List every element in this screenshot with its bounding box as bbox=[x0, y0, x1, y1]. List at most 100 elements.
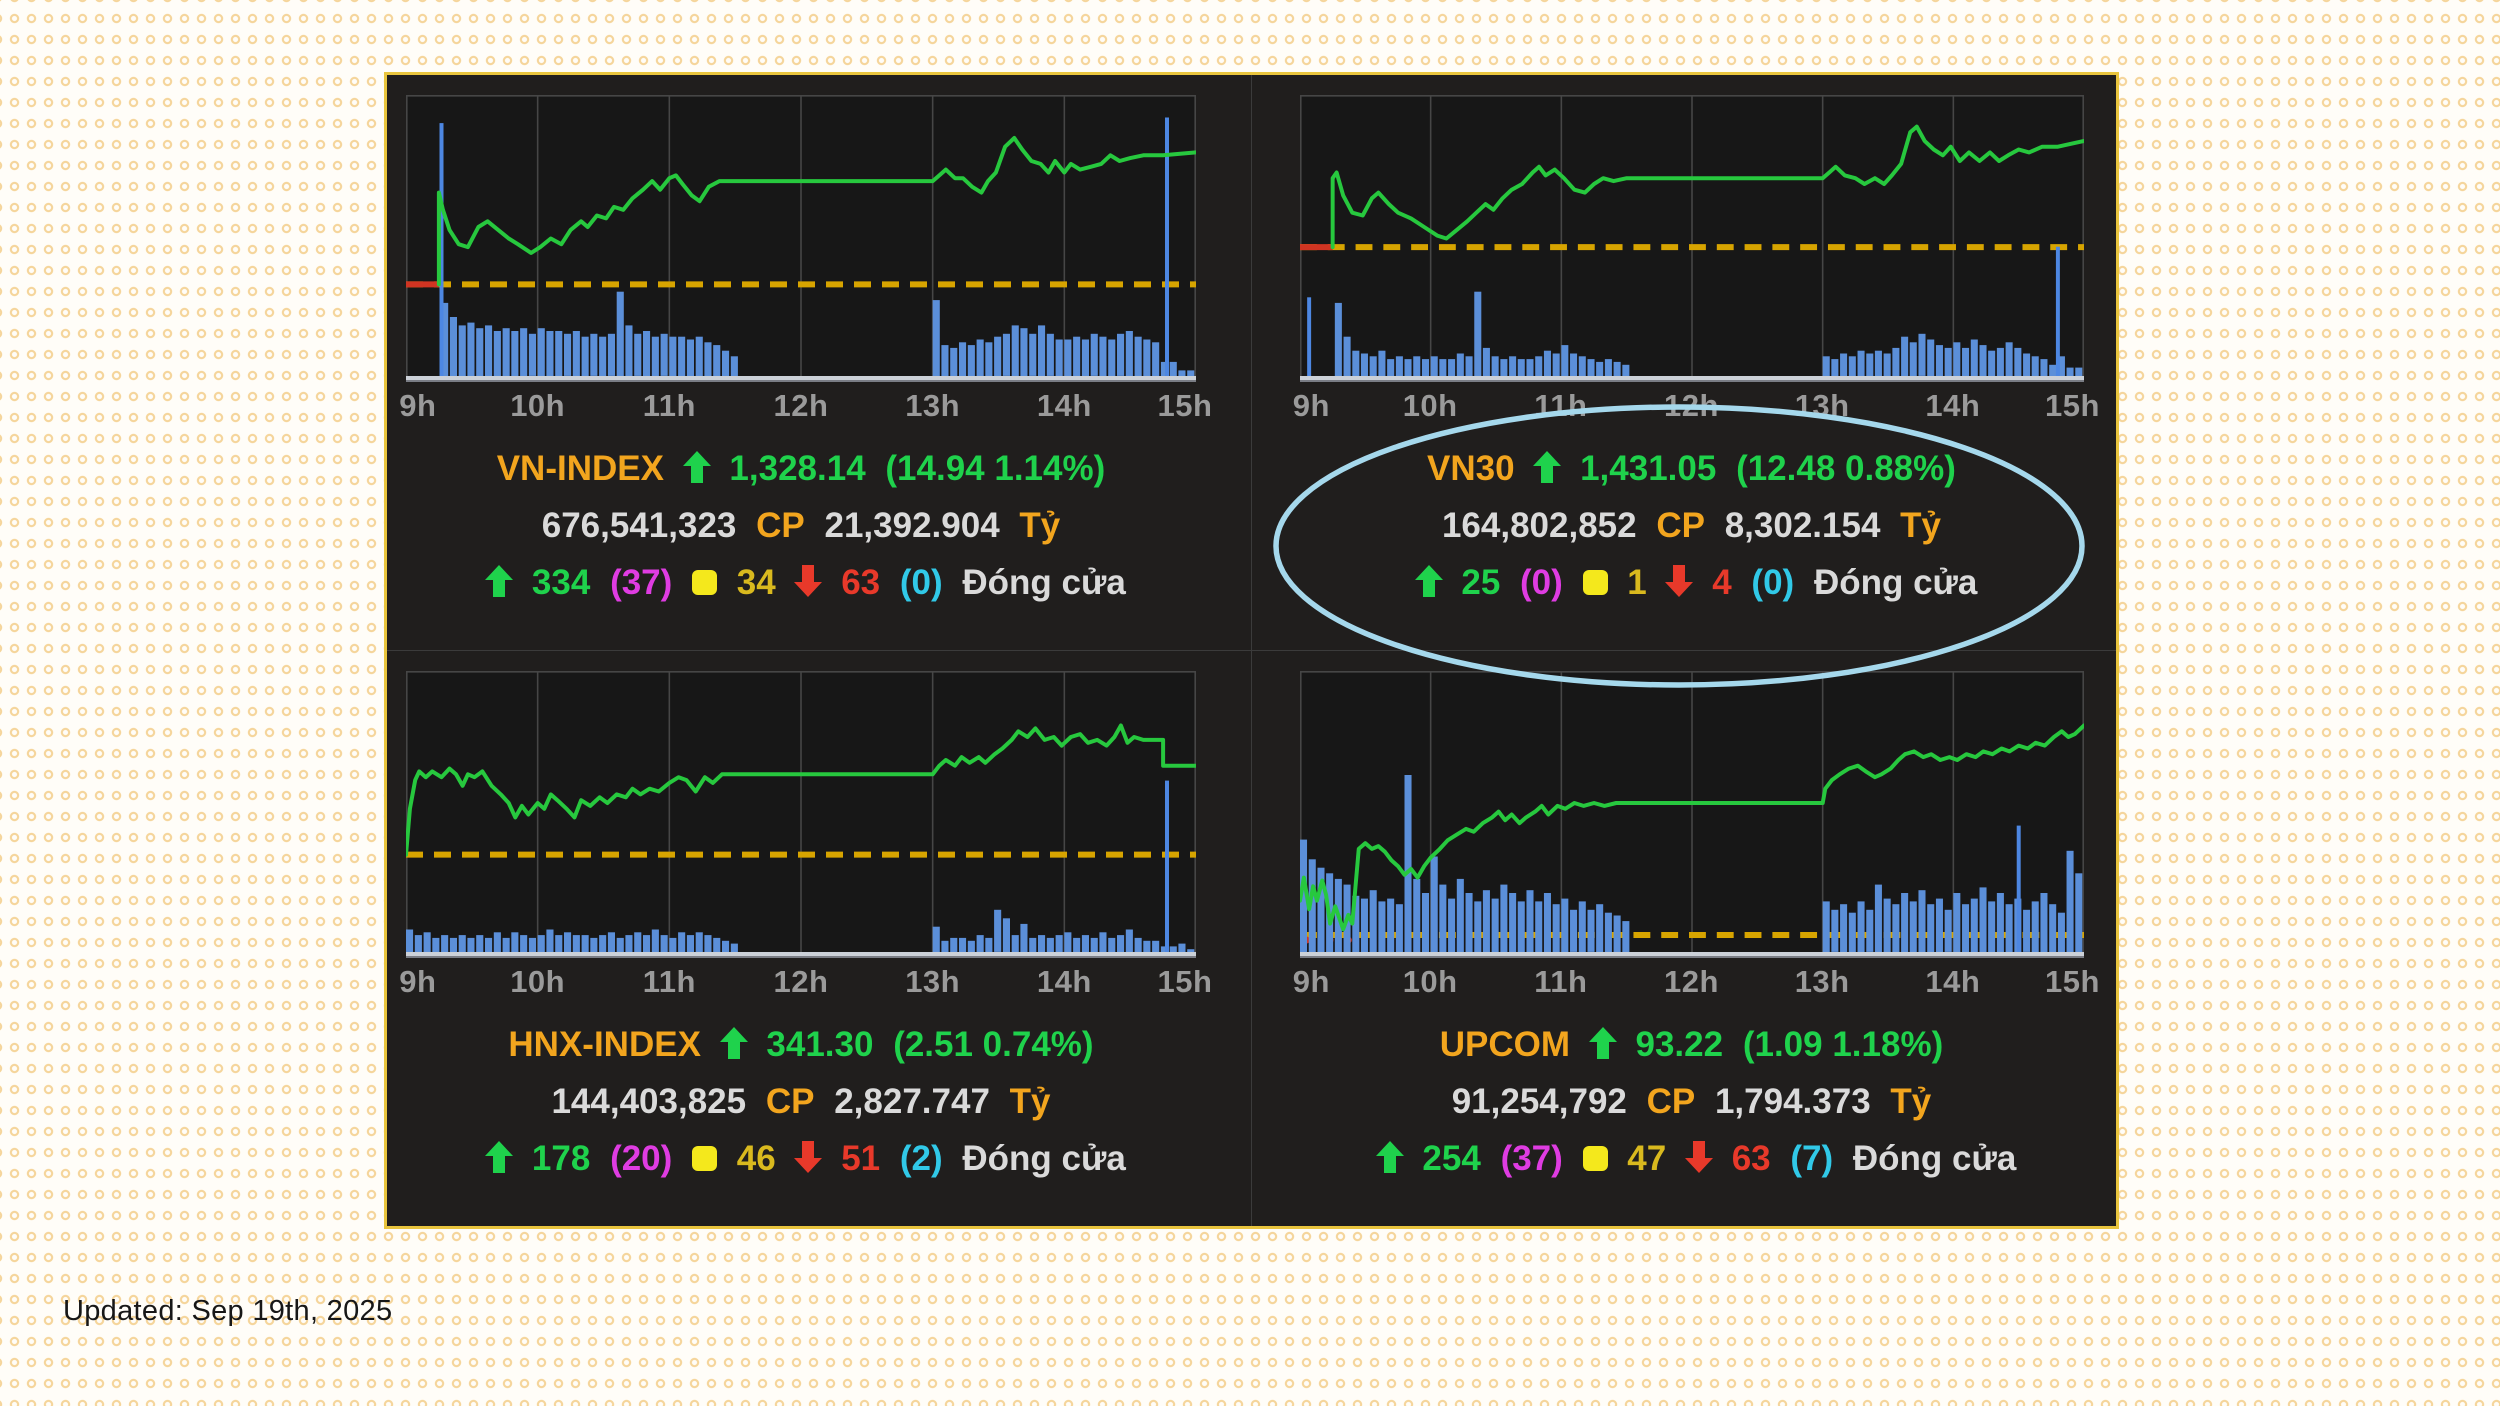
index-summary-row: UPCOM 93.22 (1.09 1.18%) bbox=[1300, 1016, 2084, 1073]
decliners-count: 63 bbox=[1731, 1138, 1771, 1178]
hnx-intraday-chart bbox=[406, 670, 1196, 958]
upcom-time-axis: 9h 10h 11h 12h 13h 14h 15h bbox=[1293, 962, 2100, 1004]
unchanged-count: 46 bbox=[736, 1138, 776, 1178]
vn-index-stats: VN-INDEX 1,328.14 (14.94 1.14%) 676,541,… bbox=[406, 440, 1196, 611]
panel-vn30: 9h 10h 11h 12h 13h 14h 15h VN30 1,431.05 (12.4… bbox=[1251, 75, 2116, 651]
upcom-intraday-chart bbox=[1299, 670, 2084, 958]
index-change: (12.48 0.88%) bbox=[1736, 449, 1956, 488]
axis-tick-label: 14h bbox=[1925, 388, 1981, 423]
floor-count: (7) bbox=[1790, 1138, 1834, 1178]
ticker-label: HNX-INDEX bbox=[508, 1024, 701, 1064]
unchanged-count: 47 bbox=[1627, 1138, 1667, 1178]
advancers-count: 25 bbox=[1461, 563, 1501, 602]
advancers-count: 254 bbox=[1422, 1138, 1481, 1178]
index-summary-row: VN-INDEX 1,328.14 (14.94 1.14%) bbox=[406, 440, 1196, 497]
down-arrow-icon bbox=[1664, 558, 1694, 615]
breadth-row: 178 (20) 46 51 (2) Đóng cửa bbox=[406, 1130, 1196, 1187]
breadth-row: 25 (0) 1 4 (0) Đóng cửa bbox=[1300, 554, 2084, 611]
axis-tick-label: 12h bbox=[773, 963, 829, 999]
axis-tick-label: 11h bbox=[1534, 388, 1588, 423]
index-value: 341.30 bbox=[766, 1024, 874, 1064]
axis-tick-label: 14h bbox=[1036, 963, 1092, 999]
index-change: (1.09 1.18%) bbox=[1742, 1024, 1944, 1064]
shares-unit: CP bbox=[1646, 1081, 1696, 1121]
axis-tick-label: 13h bbox=[905, 963, 961, 999]
axis-tick-label: 10h bbox=[1402, 963, 1458, 999]
axis-tick-label: 9h bbox=[1292, 388, 1330, 423]
volume-summary-row: 91,254,792 CP 1,794.373 Tỷ bbox=[1300, 1073, 2084, 1130]
axis-tick-label: 14h bbox=[1036, 388, 1092, 423]
axis-tick-label: 15h bbox=[1157, 388, 1213, 423]
breadth-row: 334 (37) 34 63 (0) Đóng cửa bbox=[406, 554, 1196, 611]
index-value: 93.22 bbox=[1635, 1024, 1724, 1064]
floor-count: (0) bbox=[899, 563, 943, 602]
upcom-stats: UPCOM 93.22 (1.09 1.18%) 91,254,792 CP 1… bbox=[1300, 1016, 2084, 1187]
session-status: Đóng cửa bbox=[962, 563, 1126, 602]
panel-hnx-index: 9h 10h 11h 12h 13h 14h 15h HNX-INDEX 341.30 (2… bbox=[387, 650, 1252, 1226]
down-arrow-icon bbox=[1684, 1134, 1714, 1191]
shares-traded: 676,541,323 bbox=[541, 506, 737, 545]
vn30-time-axis: 9h 10h 11h 12h 13h 14h 15h bbox=[1293, 386, 2100, 428]
decliners-count: 51 bbox=[841, 1138, 881, 1178]
axis-tick-label: 12h bbox=[1664, 963, 1719, 999]
up-arrow-icon bbox=[1375, 1134, 1405, 1191]
axis-tick-label: 12h bbox=[1664, 388, 1719, 423]
value-traded: 21,392.904 bbox=[824, 506, 1000, 545]
unchanged-square-icon bbox=[692, 570, 718, 595]
up-arrow-icon bbox=[1588, 1020, 1618, 1077]
updated-caption: Updated: Sep 19th, 2025 bbox=[63, 1295, 393, 1327]
vn-index-intraday-chart bbox=[406, 95, 1196, 382]
session-status: Đóng cửa bbox=[1852, 1138, 2017, 1178]
index-change: (2.51 0.74%) bbox=[893, 1024, 1094, 1064]
axis-tick-label: 11h bbox=[642, 388, 696, 423]
shares-traded: 91,254,792 bbox=[1451, 1081, 1627, 1121]
up-arrow-icon bbox=[682, 444, 712, 501]
advancers-count: 334 bbox=[531, 563, 591, 602]
floor-count: (0) bbox=[1751, 563, 1795, 602]
axis-tick-label: 15h bbox=[2045, 388, 2100, 423]
ceiling-count: (0) bbox=[1520, 563, 1563, 602]
value-traded: 8,302.154 bbox=[1724, 506, 1881, 545]
session-status: Đóng cửa bbox=[1813, 563, 1978, 602]
up-arrow-icon bbox=[719, 1020, 749, 1077]
volume-summary-row: 164,802,852 CP 8,302.154 Tỷ bbox=[1300, 497, 2084, 554]
value-unit: Tỷ bbox=[1900, 506, 1942, 545]
vn30-chart-box bbox=[1299, 95, 2084, 382]
panel-upcom: 9h 10h 11h 12h 13h 14h 15h UPCOM 93.22 (1.09 1… bbox=[1252, 651, 2117, 1227]
volume-summary-row: 676,541,323 CP 21,392.904 Tỷ bbox=[406, 497, 1196, 554]
value-traded: 2,827.747 bbox=[834, 1081, 990, 1121]
ceiling-count: (37) bbox=[1500, 1138, 1563, 1178]
down-arrow-icon bbox=[793, 1134, 823, 1191]
volume-summary-row: 144,403,825 CP 2,827.747 Tỷ bbox=[406, 1073, 1196, 1130]
vn-index-chart-box bbox=[406, 95, 1196, 382]
upcom-chart-box bbox=[1299, 670, 2084, 958]
axis-tick-label: 10h bbox=[510, 388, 566, 423]
axis-tick-label: 14h bbox=[1925, 963, 1981, 999]
up-arrow-icon bbox=[484, 1134, 514, 1191]
advancers-count: 178 bbox=[531, 1138, 591, 1178]
index-summary-row: HNX-INDEX 341.30 (2.51 0.74%) bbox=[406, 1016, 1196, 1073]
ceiling-count: (37) bbox=[610, 563, 673, 602]
axis-tick-label: 15h bbox=[2045, 963, 2100, 999]
index-summary-row: VN30 1,431.05 (12.48 0.88%) bbox=[1300, 440, 2084, 497]
unchanged-square-icon bbox=[1582, 570, 1608, 595]
hnx-chart-box bbox=[406, 670, 1196, 958]
breadth-row: 254 (37) 47 63 (7) Đóng cửa bbox=[1300, 1130, 2084, 1187]
shares-traded: 164,802,852 bbox=[1441, 506, 1637, 545]
market-dashboard: 9h 10h 11h 12h 13h 14h 15h VN-INDEX 1,328.14 (… bbox=[384, 72, 2119, 1229]
shares-unit: CP bbox=[765, 1081, 815, 1121]
vn-index-time-axis: 9h 10h 11h 12h 13h 14h 15h bbox=[399, 386, 1212, 428]
down-arrow-icon bbox=[793, 558, 823, 615]
axis-tick-label: 11h bbox=[1534, 963, 1588, 999]
floor-count: (2) bbox=[899, 1138, 943, 1178]
shares-unit: CP bbox=[756, 506, 805, 545]
axis-tick-label: 12h bbox=[773, 388, 829, 423]
axis-tick-label: 9h bbox=[399, 963, 437, 999]
unchanged-square-icon bbox=[692, 1145, 718, 1171]
axis-tick-label: 13h bbox=[1794, 388, 1850, 423]
axis-tick-label: 13h bbox=[905, 388, 961, 423]
vn30-intraday-chart bbox=[1299, 95, 2084, 382]
up-arrow-icon bbox=[484, 558, 514, 615]
axis-tick-label: 13h bbox=[1794, 963, 1850, 999]
panel-vn-index: 9h 10h 11h 12h 13h 14h 15h VN-INDEX 1,328.14 (… bbox=[387, 75, 1252, 651]
